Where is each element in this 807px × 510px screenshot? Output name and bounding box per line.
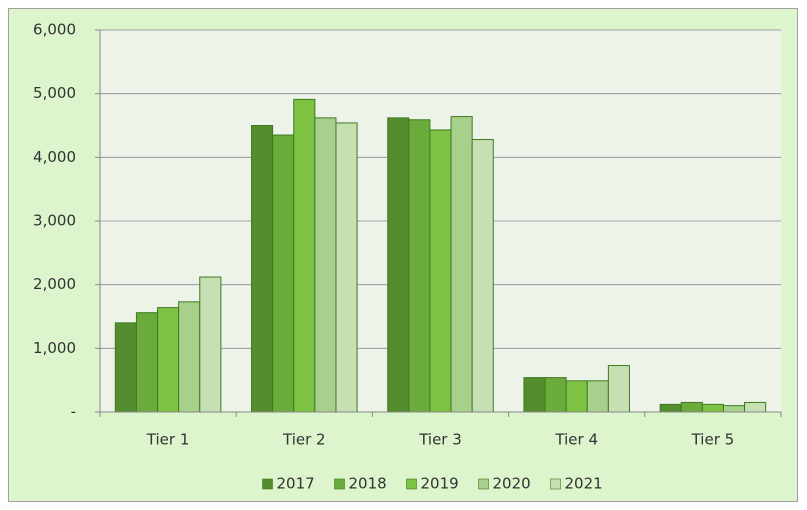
bar <box>178 301 201 413</box>
bar <box>523 377 546 413</box>
bar <box>135 312 159 413</box>
y-tick-label: 6,000 <box>33 21 76 39</box>
bar <box>387 117 410 413</box>
bar <box>157 307 180 413</box>
bar <box>114 322 137 413</box>
bar <box>586 380 609 413</box>
y-tick-label: 5,000 <box>33 84 76 102</box>
x-tick-label: Tier 4 <box>554 431 598 449</box>
bar <box>450 116 473 413</box>
bar <box>680 401 703 413</box>
y-tick-label: 3,000 <box>33 212 76 230</box>
bar <box>272 134 295 413</box>
bar <box>565 380 588 413</box>
legend-swatch <box>550 478 561 490</box>
bar <box>701 403 724 413</box>
legend-label: 2018 <box>349 475 387 493</box>
legend-swatch <box>406 478 417 490</box>
bar <box>408 119 431 413</box>
bar <box>722 405 746 413</box>
bar <box>544 377 567 413</box>
bar <box>293 98 316 413</box>
legend-label: 2021 <box>565 475 603 493</box>
bar <box>335 122 358 413</box>
x-tick-label: Tier 5 <box>691 431 735 449</box>
y-tick-label: 4,000 <box>33 148 76 166</box>
legend-label: 2017 <box>277 475 315 493</box>
legend-swatch <box>334 478 345 490</box>
bar <box>251 125 274 413</box>
bar <box>314 117 337 413</box>
legend-swatch <box>262 478 273 490</box>
y-tick-label: 1,000 <box>33 339 76 357</box>
bar <box>429 129 452 413</box>
legend-label: 2019 <box>421 475 459 493</box>
y-tick-label: 2,000 <box>33 275 76 293</box>
bar <box>744 401 767 413</box>
legend-label: 2020 <box>493 475 531 493</box>
bar <box>607 365 630 413</box>
bar <box>471 139 494 413</box>
legend-swatch <box>478 478 489 490</box>
bar <box>199 276 222 413</box>
bar <box>659 403 682 413</box>
x-tick-label: Tier 1 <box>146 431 190 449</box>
y-tick-label: - <box>71 403 76 421</box>
x-tick-label: Tier 2 <box>282 431 326 449</box>
x-tick-label: Tier 3 <box>418 431 462 449</box>
